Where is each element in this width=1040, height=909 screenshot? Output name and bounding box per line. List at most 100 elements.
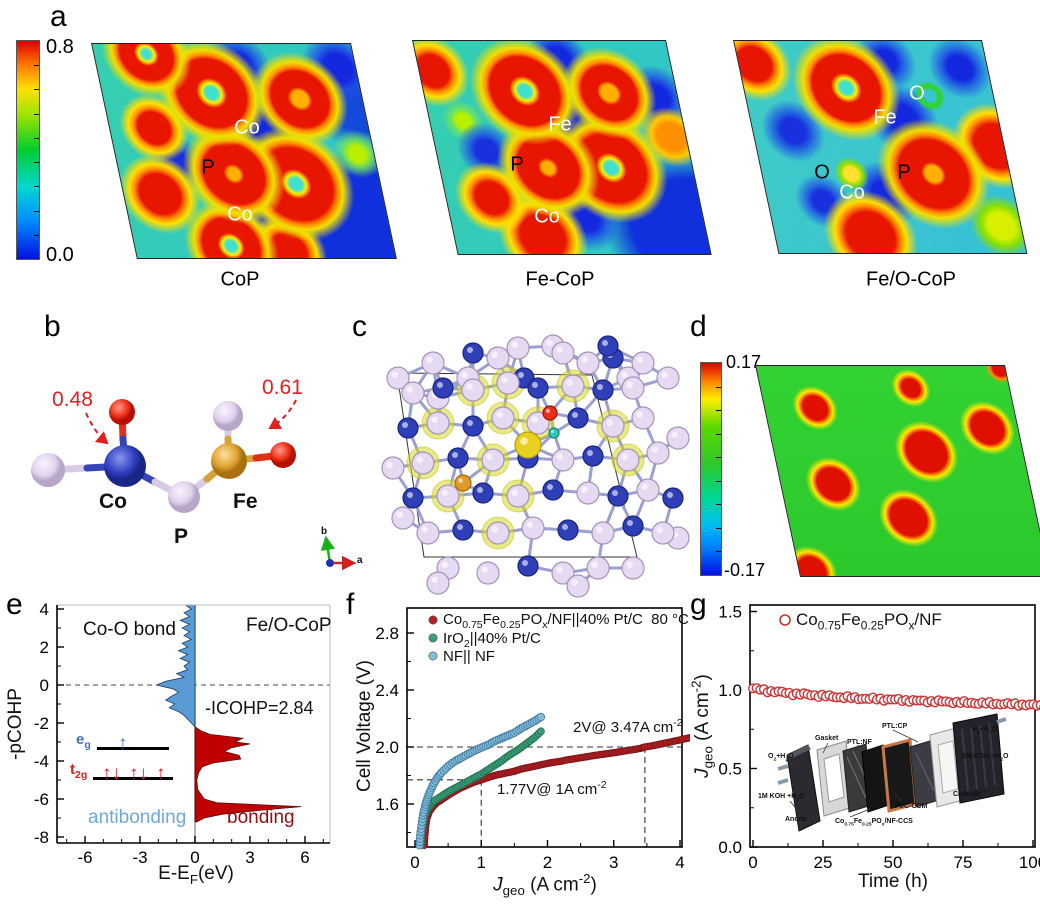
p-atom: [31, 453, 65, 487]
colorbar-tick: [716, 528, 721, 529]
map-atom-label: Co: [534, 206, 560, 229]
tick-label: 50: [884, 853, 903, 872]
atom-label-fe: Fe: [233, 490, 258, 514]
map-atom-label: O: [814, 162, 830, 185]
legend-marker: [780, 615, 790, 625]
panel-label-c: c: [352, 310, 367, 344]
colorbar-tick: [34, 162, 39, 163]
colorbar-tick: [716, 434, 721, 435]
o-atom: [109, 399, 135, 425]
elf-map-feocop: [733, 40, 1027, 254]
charge-density-map: [755, 365, 1040, 577]
tick-label: 100: [1019, 853, 1040, 872]
tick-label: 1: [477, 853, 486, 872]
tick-label: 75: [954, 853, 973, 872]
legend-marker: [429, 634, 437, 642]
e-x-axis-title: E-EF(eV): [158, 863, 234, 887]
inset-label: PTL:NF: [847, 739, 872, 746]
colorbar-charge: [700, 362, 722, 576]
p-atom: [213, 401, 243, 431]
material-title: Fe/O-CoP: [246, 615, 332, 637]
map-atom-label: O: [909, 83, 925, 106]
tick-label: -6: [34, 790, 49, 809]
co-atom: [104, 445, 146, 487]
g-x-axis-title: Time (h): [858, 871, 928, 893]
p-atom: [168, 481, 200, 513]
tick-label: 2.0: [375, 738, 399, 757]
tick-label: 2: [543, 853, 552, 872]
icohp-annotation: -ICOHP=2.84: [205, 698, 314, 719]
map-atom-label: Co: [839, 182, 865, 205]
bonding-label: bonding: [227, 807, 295, 829]
inset-label: 1M KOH +H2O: [758, 793, 805, 803]
inset-label: PTL:CP: [882, 723, 907, 730]
bonds: [48, 412, 283, 497]
colorbar-charge-min: -0.17: [724, 560, 765, 581]
t2g-electron-arrows: ↑: [156, 763, 166, 785]
g-y-axis-title: Jgeo (A cm-2): [688, 674, 715, 778]
tick-label: 0.5: [718, 760, 742, 779]
map-title-fecop: Fe-CoP: [526, 269, 595, 292]
map-title-feocop: Fe/O-CoP: [866, 269, 956, 292]
inset-label: Cathode: [953, 791, 981, 798]
axis-label-b: b: [321, 526, 327, 537]
elf-map-cop: [91, 43, 397, 259]
legend-cofepox: Co0.75Fe0.25POx/NF||40% Pt/C 80 °C: [443, 611, 689, 631]
tick-label: -3: [132, 848, 147, 867]
stability-chart: 02550751000.00.51.01.5 Co0.75Fe0.25POx/N…: [690, 593, 1040, 904]
colorbar-tick: [34, 186, 39, 187]
map-title-cop: CoP: [221, 269, 260, 292]
legend-stability: Co0.75Fe0.25POx/NF: [796, 610, 942, 632]
tick-label: 1.0: [718, 681, 742, 700]
inset-label: Anode: [785, 816, 807, 823]
tick-label: 2.8: [375, 624, 399, 643]
tick-label: -8: [34, 828, 49, 847]
atom-label-co: Co: [99, 490, 127, 514]
antibonding-label: antibonding: [88, 807, 186, 829]
inset-label: Gasket: [815, 735, 838, 742]
crystal-structure-illustration: [378, 318, 690, 598]
colorbar-tick: [716, 410, 721, 411]
o-atom: [270, 442, 296, 468]
tick-label: 2: [40, 638, 49, 657]
colorbar-tick: [716, 457, 721, 458]
f-y-axis-title: Cell Voltage (V): [354, 660, 376, 792]
tick-label: 2.4: [375, 681, 399, 700]
map-atom-label: Fe: [873, 107, 896, 130]
tick-label: 0: [410, 853, 419, 872]
map-atom-label: Co: [234, 117, 260, 140]
inset-label: Pt/C-CCM: [895, 803, 927, 810]
charge-arrow-fe: [270, 400, 296, 428]
eg-label: eg: [76, 731, 91, 751]
colorbar-tick: [34, 138, 39, 139]
tick-label: 4: [40, 600, 49, 619]
tick-label: -6: [77, 848, 92, 867]
legend-marker: [429, 616, 437, 624]
tick-label: 0.0: [718, 838, 742, 857]
e-y-axis-title: -pCOHP: [5, 688, 27, 760]
tick-label: 0: [40, 676, 49, 695]
t2g-label: t2g: [70, 761, 87, 781]
f-x-axis-title: Jgeo (A cm-2): [493, 871, 597, 898]
inset-label: H2+H2O: [972, 726, 997, 736]
charge-value-fe: 0.61: [262, 376, 303, 400]
legend-marker: [429, 652, 437, 660]
eg-electron-arrow: ↑: [118, 733, 128, 755]
elf-map-fecop: [412, 40, 712, 255]
panel-label-d: d: [690, 310, 707, 344]
colorbar-tick: [716, 504, 721, 505]
tick-label: 6: [300, 848, 309, 867]
colorbar-elf-min: 0.0: [46, 244, 74, 267]
colorbar-tick: [716, 387, 721, 388]
series-stability: [749, 684, 1040, 712]
fe-atom: [211, 443, 247, 479]
legend-nf: NF|| NF: [443, 648, 495, 665]
tick-label: 1.5: [718, 603, 742, 622]
tick-label: 3: [245, 848, 254, 867]
colorbar-tick: [34, 65, 39, 66]
charge-value-co: 0.48: [52, 388, 93, 412]
t2g-electron-arrows: ↑↓: [102, 763, 121, 785]
stability-plot: 02550751000.00.51.01.5: [690, 593, 1040, 904]
tick-label: 3: [609, 853, 618, 872]
